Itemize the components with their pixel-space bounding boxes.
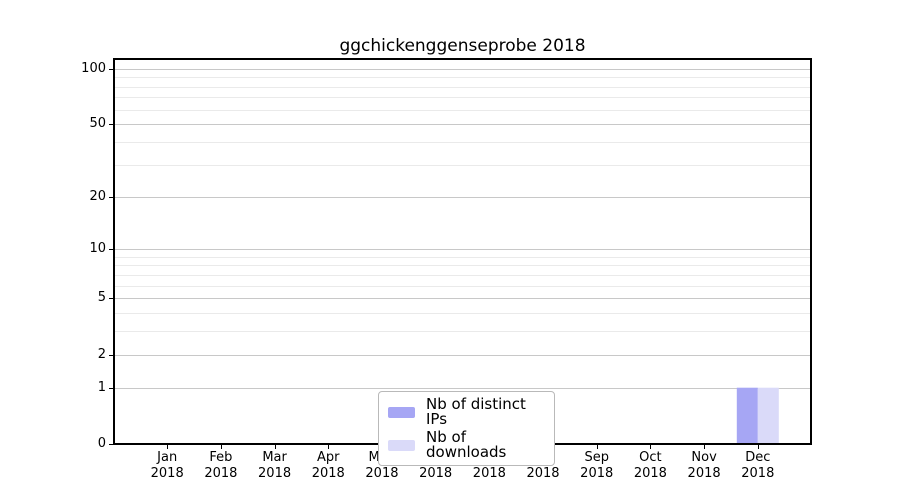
gridlines-major	[114, 69, 811, 389]
gridlines-minor	[114, 77, 811, 332]
x-tick-label: Apr 2018	[296, 450, 360, 482]
x-tick-label: Oct 2018	[618, 450, 682, 482]
x-tick-year: 2018	[741, 466, 775, 481]
legend-item-downloads: Nb of downloads	[388, 430, 546, 460]
x-tick-year: 2018	[365, 466, 399, 481]
y-tick-label: 1	[97, 379, 106, 395]
x-tick-month: Nov	[691, 450, 717, 465]
plot-border	[113, 58, 812, 445]
x-tick-label: Dec 2018	[726, 450, 790, 482]
bar-nb-of-distinct-ips-dec	[736, 387, 758, 444]
x-tick-label: Sep 2018	[565, 450, 629, 482]
legend-label-downloads: Nb of downloads	[426, 428, 507, 461]
legend: Nb of distinct IPs Nb of downloads	[378, 391, 555, 466]
y-tick-label: 10	[89, 241, 106, 257]
x-tick-year: 2018	[633, 466, 667, 481]
x-tick-label: Nov 2018	[672, 450, 736, 482]
bars-group	[736, 387, 779, 444]
x-tick-month: Jan	[157, 450, 178, 465]
x-tick-label: Feb 2018	[189, 450, 253, 482]
x-tick-year: 2018	[687, 466, 721, 481]
x-tick-month: Dec	[745, 450, 771, 465]
x-tick-month: Oct	[639, 450, 662, 465]
x-tick-year: 2018	[204, 466, 238, 481]
distinct-ips-swatch-icon	[388, 406, 415, 418]
x-tick-month: Sep	[584, 450, 609, 465]
legend-item-distinct-ips: Nb of distinct IPs	[388, 397, 546, 427]
x-tick-year: 2018	[311, 466, 345, 481]
x-tick-year: 2018	[472, 466, 506, 481]
x-tick-year: 2018	[580, 466, 614, 481]
chart-title: ggchickenggenseprobe 2018	[339, 36, 586, 56]
x-tick-month: Apr	[317, 450, 340, 465]
downloads-swatch-icon	[388, 439, 415, 451]
x-tick-month: Feb	[209, 450, 233, 465]
x-tick-year: 2018	[258, 466, 292, 481]
x-tick-label: Jan 2018	[135, 450, 199, 482]
y-tick-label: 5	[97, 290, 106, 306]
x-tick-year: 2018	[150, 466, 184, 481]
x-tick-year: 2018	[419, 466, 453, 481]
y-tick-label: 0	[97, 436, 106, 451]
y-tick-label: 20	[89, 188, 106, 204]
x-tick-month: Mar	[262, 450, 287, 465]
bar-nb-of-downloads-dec	[757, 387, 779, 444]
y-tick-label: 50	[89, 116, 106, 132]
x-tick-year: 2018	[526, 466, 560, 481]
y-tick-label: 100	[81, 60, 106, 76]
x-tick-label: Mar 2018	[243, 450, 307, 482]
legend-label-distinct-ips: Nb of distinct IPs	[426, 395, 526, 428]
y-tick-label: 2	[97, 346, 106, 362]
